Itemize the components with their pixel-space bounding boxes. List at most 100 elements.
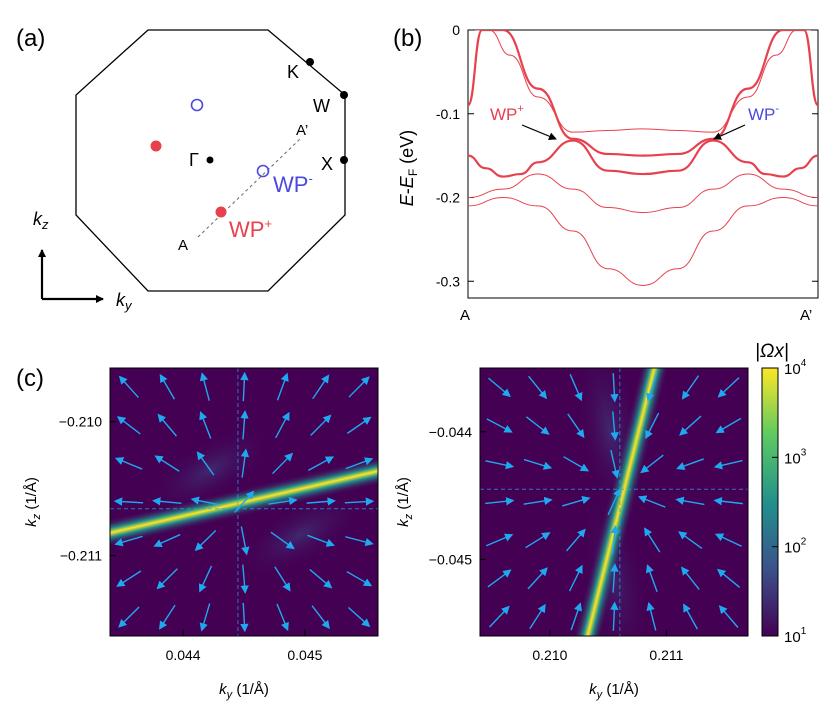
- berry-vector-arrow: [157, 413, 178, 437]
- berry-vector-arrow: [640, 454, 664, 474]
- heatmap-left-xlabel: ky (1/Å): [219, 681, 269, 701]
- wp-plus-label-a: WP+: [229, 216, 272, 242]
- berry-vector-arrow: [562, 496, 591, 507]
- wp-minus-label-a: WP-: [273, 171, 313, 197]
- berry-vector-arrow: [310, 414, 332, 436]
- heatmap-ytick-label: −0.045: [429, 551, 472, 567]
- berry-vector-arrow: [644, 527, 661, 553]
- ky-axis-label: ky: [116, 290, 133, 313]
- berry-vector-arrow: [715, 417, 742, 434]
- berry-vector-arrow: [675, 496, 705, 506]
- band-ytick-label: -0.3: [436, 273, 460, 289]
- band-annotation-wp-minus: WP-: [748, 103, 779, 124]
- band-xtick-Aprime: A’: [800, 307, 812, 324]
- berry-vector-arrow: [153, 533, 181, 547]
- colorbar-tick-label: 103: [784, 447, 807, 467]
- heatmap-right-ylabel: kz (1/Å): [395, 477, 415, 527]
- berry-vector-arrow: [306, 497, 336, 506]
- berry-vector-arrow: [156, 568, 178, 590]
- band-ytick-label: -0.1: [436, 106, 460, 122]
- weyl-minus-marker-path: [256, 164, 270, 178]
- berry-vector-arrow: [567, 413, 585, 439]
- colorbar-title: |Ωx|: [755, 341, 789, 362]
- heatmap-left-vectors: [110, 368, 378, 636]
- heatmap-right-vectors: [480, 368, 748, 636]
- berry-vector-arrow: [240, 371, 249, 402]
- berry-vector-arrow: [345, 536, 374, 547]
- berry-vector-arrow: [159, 604, 176, 630]
- berry-vector-arrow: [344, 497, 375, 506]
- berry-vector-arrow: [194, 529, 217, 552]
- berry-vector-arrow: [240, 448, 250, 478]
- point-Gamma-label: Γ: [189, 150, 199, 170]
- berry-vector-arrow: [346, 570, 373, 587]
- band-ylabel: E-EF (eV): [397, 130, 420, 206]
- band-arrow-wp-plus: [521, 124, 557, 141]
- berry-vector-arrow: [268, 496, 298, 506]
- berry-vector-arrow: [713, 497, 743, 506]
- berry-vector-arrow: [681, 566, 700, 590]
- colorbar-tick-label: 102: [784, 537, 807, 557]
- berry-vector-arrow: [529, 603, 546, 629]
- berry-vector-arrow: [114, 535, 143, 547]
- heatmap-ytick-label: −0.044: [429, 424, 472, 440]
- berry-vector-arrow: [276, 603, 289, 632]
- berry-vector-arrow: [679, 415, 702, 436]
- berry-vector-arrow: [346, 416, 372, 434]
- band-line-band2: [468, 139, 818, 178]
- berry-vector-arrow: [113, 497, 144, 506]
- band-line-band1: [468, 30, 818, 157]
- berry-vector-arrow: [488, 377, 511, 398]
- berry-vector-arrow: [271, 452, 294, 475]
- berry-vector-arrow: [683, 603, 698, 630]
- berry-vector-arrow: [716, 568, 741, 588]
- berry-vector-arrow: [307, 456, 335, 472]
- berry-vector-arrow: [309, 568, 333, 589]
- berry-vector-arrow: [118, 375, 139, 399]
- colorbar-tick-label: 104: [784, 358, 807, 378]
- berry-vector-arrow: [199, 411, 212, 439]
- berry-vector-arrow: [199, 372, 210, 401]
- berry-vector-arrow: [116, 570, 142, 587]
- berry-vector-arrow: [116, 416, 141, 435]
- berry-vector-arrow: [610, 411, 619, 441]
- heatmap-xtick-label: 0.044: [166, 647, 201, 663]
- colorbar-tick-label: 101: [784, 626, 807, 646]
- berry-vector-arrow: [527, 567, 548, 590]
- band-plot-frame: [467, 29, 819, 299]
- heatmap-xtick-label: 0.211: [649, 647, 683, 663]
- berry-vector-arrow: [718, 605, 739, 628]
- heatmap-right-xlabel: ky (1/Å): [589, 681, 639, 701]
- berry-vector-arrow: [570, 602, 582, 631]
- berry-vector-arrow: [311, 605, 330, 630]
- berry-vector-arrow: [485, 460, 515, 470]
- berry-vector-arrow: [569, 374, 583, 402]
- band-ytick-label: -0.2: [436, 190, 460, 206]
- berry-vector-arrow: [485, 533, 514, 547]
- heatmap-right-band: [559, 368, 683, 636]
- berry-vector-arrow: [196, 451, 215, 476]
- point-X-dot: [340, 156, 348, 164]
- berry-vector-arrow: [274, 566, 291, 592]
- berry-vector-arrow: [645, 564, 658, 592]
- band-ytick-label: 0: [452, 22, 460, 38]
- heatmap-left: [110, 368, 378, 636]
- heatmap-xtick-label: 0.045: [287, 647, 322, 663]
- heatmap-xtick-label: 0.210: [532, 647, 567, 663]
- heatmap-ytick-label: −0.211: [60, 548, 102, 564]
- berry-vector-arrow: [198, 565, 213, 593]
- band-curves: [468, 30, 818, 286]
- berry-vector-arrow: [159, 373, 176, 400]
- berry-vector-arrow: [240, 410, 249, 440]
- berry-vector-arrow: [486, 418, 513, 433]
- berry-vector-arrow: [717, 377, 740, 398]
- berry-vector-arrow: [528, 375, 548, 400]
- berry-vector-arrow: [566, 528, 586, 552]
- berry-vector-arrow: [676, 458, 704, 471]
- berry-vector-arrow: [307, 534, 335, 547]
- band-line-band3: [475, 30, 811, 133]
- point-K-dot: [306, 58, 314, 66]
- band-line-band4: [468, 173, 818, 214]
- berry-vector-arrow: [714, 533, 742, 547]
